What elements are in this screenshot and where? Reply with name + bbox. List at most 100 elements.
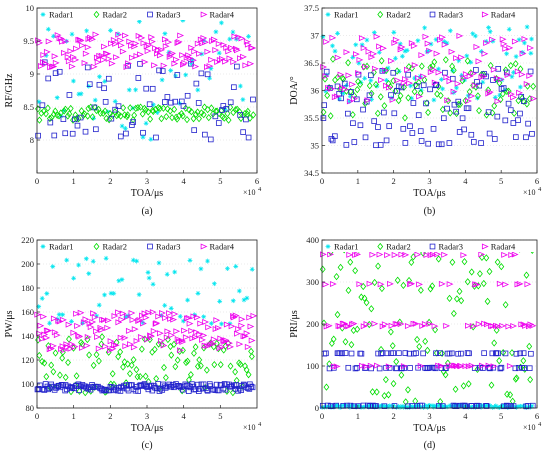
- data-point-radar2: [352, 266, 359, 275]
- data-point-radar1: [51, 33, 56, 39]
- data-point-radar2: [342, 338, 349, 346]
- data-point-radar2: [468, 268, 475, 276]
- data-point-radar2: [50, 368, 57, 376]
- data-point-radar1: [108, 28, 113, 33]
- data-point-radar4: [67, 48, 75, 55]
- data-point-radar2: [137, 372, 144, 381]
- data-point-radar4: [84, 334, 92, 341]
- data-point-radar3: [320, 115, 327, 121]
- data-point-radar4: [387, 280, 394, 287]
- data-point-radar2: [66, 335, 72, 343]
- data-point-radar4: [112, 40, 119, 47]
- data-point-radar2: [507, 61, 514, 70]
- data-point-radar1: [440, 86, 445, 92]
- data-point-radar1: [159, 77, 165, 83]
- data-point-radar2: [475, 92, 481, 100]
- data-point-radar1: [337, 96, 342, 102]
- data-point-radar1: [516, 37, 522, 43]
- data-point-radar4: [325, 84, 332, 91]
- data-point-radar4: [124, 313, 131, 320]
- data-point-radar4: [429, 251, 437, 258]
- data-point-radar1: [364, 37, 370, 43]
- data-point-radar1: [506, 26, 512, 32]
- legend: Radar1 Radar2 Radar3 Radar4: [38, 9, 256, 20]
- data-point-radar4: [39, 335, 46, 343]
- data-point-radar4: [74, 322, 81, 329]
- x-tick-label: 3: [145, 411, 149, 421]
- data-point-radar4: [473, 43, 481, 50]
- data-point-radar3: [234, 63, 240, 70]
- data-point-radar3: [463, 105, 470, 112]
- legend-entry-radar4: Radar4: [210, 242, 235, 252]
- data-point-radar2: [62, 105, 69, 113]
- data-point-radar4: [469, 323, 477, 330]
- data-point-radar2: [496, 357, 503, 365]
- y-axis-label: DOA/°: [289, 76, 300, 104]
- data-point-radar2: [378, 345, 384, 354]
- data-point-radar4: [478, 251, 486, 258]
- data-point-radar3: [375, 124, 381, 130]
- data-point-radar4: [238, 322, 246, 329]
- data-point-radar4: [524, 281, 532, 288]
- data-point-radar3: [99, 387, 106, 394]
- data-point-radar3: [215, 387, 222, 394]
- data-point-radar1: [433, 403, 439, 409]
- data-point-radar2: [248, 352, 255, 361]
- y-tick-label: 120: [21, 355, 34, 365]
- data-point-radar3: [69, 130, 76, 137]
- data-point-radar4: [119, 310, 127, 317]
- data-point-radar4: [178, 337, 186, 344]
- data-point-radar2: [66, 110, 73, 118]
- data-point-radar4: [351, 95, 358, 102]
- y-tick-label: 200: [306, 319, 319, 329]
- data-point-radar4: [333, 363, 341, 370]
- data-point-radar2: [73, 372, 80, 380]
- data-point-radar2: [401, 83, 407, 91]
- data-point-radar1: [490, 38, 496, 44]
- y-tick-label: 80: [26, 403, 35, 413]
- data-point-radar1: [45, 26, 51, 32]
- data-point-radar4: [329, 280, 337, 288]
- data-point-radar2: [327, 112, 334, 120]
- data-point-radar1: [372, 404, 378, 410]
- data-point-radar4: [162, 315, 169, 322]
- data-point-radar4: [521, 35, 529, 43]
- data-point-radar4: [473, 281, 481, 288]
- data-point-radar2: [219, 113, 226, 121]
- data-point-radar3: [415, 112, 422, 118]
- data-point-radar4: [94, 333, 101, 340]
- data-point-radar2: [332, 76, 338, 84]
- data-point-radar4: [101, 316, 108, 323]
- data-point-radar4: [60, 316, 67, 323]
- data-point-radar2: [164, 105, 171, 113]
- data-point-radar4: [244, 41, 252, 48]
- x-tick-label: 5: [499, 176, 503, 186]
- data-point-radar1: [50, 264, 56, 269]
- data-point-radar4: [76, 36, 84, 43]
- legend-marker-radar3: [147, 243, 153, 250]
- data-point-radar4: [465, 322, 472, 329]
- data-point-radar2: [113, 111, 120, 120]
- data-point-radar4: [205, 324, 213, 331]
- data-point-radar4: [194, 314, 201, 321]
- data-point-radar4: [190, 57, 197, 64]
- data-point-radar1: [225, 266, 230, 271]
- data-point-radar1: [219, 20, 224, 26]
- data-point-radar4: [516, 280, 524, 287]
- data-point-radar4: [155, 313, 163, 320]
- data-point-radar2: [345, 286, 352, 294]
- data-point-radar2: [142, 106, 149, 114]
- data-point-radar2: [361, 294, 368, 302]
- data-point-radar4: [156, 330, 164, 337]
- data-point-radar4: [470, 70, 478, 77]
- data-point-radar3: [145, 386, 152, 393]
- data-point-radar2: [217, 360, 224, 369]
- data-point-radar4: [380, 45, 387, 52]
- data-point-radar4: [234, 47, 241, 54]
- data-point-radar1: [230, 298, 236, 304]
- data-point-radar1: [208, 321, 214, 326]
- data-point-radar2: [466, 88, 473, 96]
- data-point-radar3: [418, 138, 425, 144]
- data-point-radar4: [197, 320, 205, 327]
- data-point-radar3: [441, 115, 447, 122]
